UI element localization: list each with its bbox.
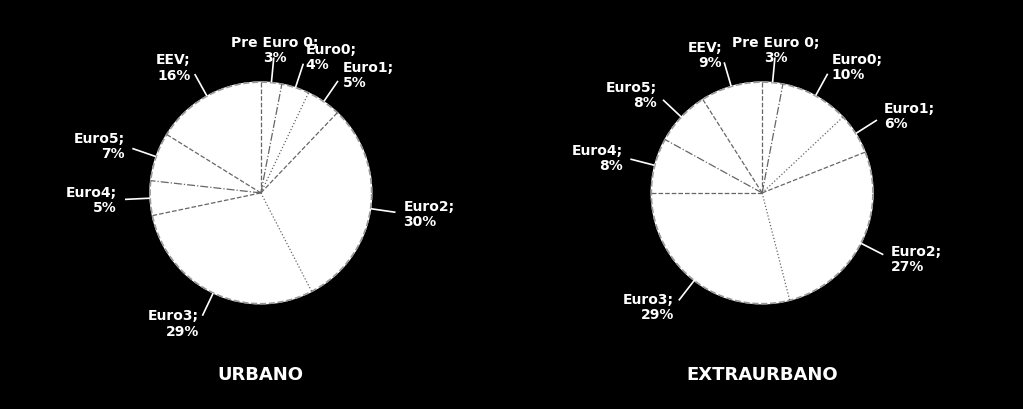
Text: Pre Euro 0;
3%: Pre Euro 0; 3% xyxy=(732,36,819,65)
Text: Euro4;
8%: Euro4; 8% xyxy=(572,143,623,172)
Text: Euro3;
29%: Euro3; 29% xyxy=(148,309,198,338)
Text: Euro1;
6%: Euro1; 6% xyxy=(884,102,935,131)
Text: Euro2;
27%: Euro2; 27% xyxy=(890,244,941,273)
Circle shape xyxy=(150,83,371,304)
Text: Euro5;
8%: Euro5; 8% xyxy=(606,81,657,110)
Text: Euro5;
7%: Euro5; 7% xyxy=(74,132,125,161)
Text: Euro2;
30%: Euro2; 30% xyxy=(403,199,454,228)
Text: EXTRAURBANO: EXTRAURBANO xyxy=(686,365,838,383)
Text: Pre Euro 0;
3%: Pre Euro 0; 3% xyxy=(231,36,318,65)
Text: EEV;
9%: EEV; 9% xyxy=(687,41,722,70)
Circle shape xyxy=(652,83,873,304)
Text: URBANO: URBANO xyxy=(218,365,304,383)
Text: EEV;
16%: EEV; 16% xyxy=(157,53,191,82)
Text: Euro0;
10%: Euro0; 10% xyxy=(832,53,883,82)
Text: Euro0;
4%: Euro0; 4% xyxy=(306,43,357,72)
Text: Euro4;
5%: Euro4; 5% xyxy=(65,186,117,215)
Text: Euro3;
29%: Euro3; 29% xyxy=(623,292,674,321)
Text: Euro1;
5%: Euro1; 5% xyxy=(343,61,394,90)
